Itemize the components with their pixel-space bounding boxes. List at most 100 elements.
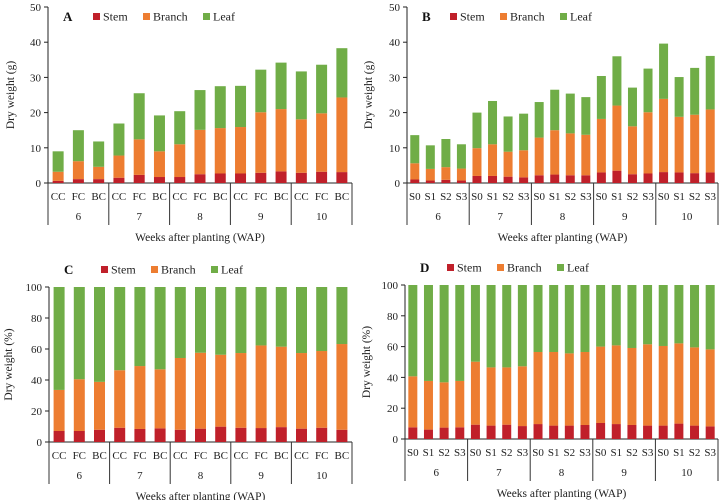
y-axis-title: Dry weight (g) [363, 61, 375, 130]
bar-segment-stem [441, 179, 451, 183]
bar-segment-branch [690, 114, 700, 174]
y-tick-label: 40 [30, 37, 42, 49]
x-subcategory-label: BC [92, 450, 107, 462]
x-subcategory-label: CC [51, 191, 66, 203]
bar-segment-branch [215, 354, 227, 427]
bar-segment-branch [154, 369, 166, 429]
bar-segment-leaf [565, 93, 575, 134]
bar-segment-stem [456, 180, 466, 183]
x-subcategory-label: S2 [438, 447, 450, 459]
bar-segment-stem [674, 172, 684, 183]
bar-segment-stem [705, 172, 715, 183]
bar-segment-stem [425, 180, 435, 183]
bar-segment-leaf [235, 287, 247, 354]
bar-segment-stem [674, 423, 684, 439]
bar-segment-leaf [72, 130, 84, 162]
bar-segment-branch [295, 119, 307, 173]
bar-segment-stem [611, 424, 621, 439]
x-axis-title: Weeks after planting (WAP) [135, 232, 265, 244]
bar-segment-branch [502, 367, 512, 425]
bar-segment-branch [705, 109, 715, 173]
bar-segment-leaf [470, 285, 480, 362]
x-subcategory-label: S3 [454, 447, 466, 459]
bar-segment-branch [455, 380, 465, 428]
bar-segment-branch [643, 344, 653, 426]
bar-segment-stem [73, 430, 85, 442]
bar-segment-stem [472, 175, 482, 183]
bar-segment-leaf [275, 62, 287, 110]
bar-segment-branch [235, 353, 247, 428]
x-subcategory-label: S3 [456, 191, 468, 203]
x-subcategory-label: S2 [502, 191, 514, 203]
bar-segment-leaf [113, 123, 125, 156]
bar-segment-leaf [255, 69, 267, 113]
x-subcategory-label: CC [233, 191, 248, 203]
bar-segment-stem [408, 427, 418, 439]
y-tick-label: 10 [30, 143, 42, 155]
x-subcategory-label: S3 [642, 191, 654, 203]
bar-segment-stem [534, 175, 544, 183]
x-subcategory-label: BC [152, 191, 167, 203]
x-group-label: 7 [137, 470, 143, 482]
legend-label-branch: Branch [153, 10, 188, 24]
x-subcategory-label: S3 [579, 447, 591, 459]
bar-segment-stem [659, 172, 669, 183]
bar-segment-branch [336, 344, 348, 430]
x-subcategory-label: FC [193, 191, 206, 203]
bar-segment-stem [502, 424, 512, 439]
legend-label-branch: Branch [161, 263, 196, 277]
bar-segment-leaf [174, 111, 186, 145]
bar-segment-leaf [580, 285, 590, 352]
panel-label: A [63, 9, 73, 24]
bar-segment-branch [674, 343, 684, 424]
legend-swatch-leaf [560, 13, 567, 20]
legend-label-leaf: Leaf [570, 10, 592, 24]
bar-segment-branch [441, 167, 451, 180]
bar-segment-leaf [534, 102, 544, 138]
bar-segment-leaf [425, 145, 435, 169]
y-tick-label: 50 [30, 2, 42, 14]
y-tick-label: 40 [387, 372, 399, 384]
bar-segment-branch [423, 380, 433, 430]
legend-label-stem: Stem [457, 261, 482, 275]
bar-segment-stem [658, 425, 668, 439]
x-subcategory-label: S2 [564, 447, 576, 459]
y-tick-label: 10 [389, 143, 401, 155]
bar-segment-stem [214, 173, 226, 183]
bar-segment-branch [275, 109, 287, 172]
x-group-label: 7 [136, 211, 142, 223]
bar-segment-leaf [275, 287, 287, 347]
bar-segment-leaf [705, 55, 715, 110]
bar-segment-stem [455, 427, 465, 439]
x-subcategory-label: S0 [657, 447, 669, 459]
bar-segment-stem [580, 424, 590, 439]
bar-segment-leaf [194, 90, 206, 130]
bar-segment-stem [194, 174, 206, 183]
bar-segment-stem [690, 173, 700, 183]
bar-segment-stem [174, 177, 186, 183]
bar-segment-branch [534, 137, 544, 176]
bar-segment-stem [93, 179, 105, 183]
x-subcategory-label: CC [112, 191, 127, 203]
y-tick-label: 20 [30, 108, 42, 120]
bar-segment-leaf [455, 285, 465, 381]
bar-segment-stem [235, 173, 247, 183]
x-subcategory-label: S1 [485, 447, 497, 459]
bar-segment-leaf [581, 97, 591, 135]
bar-segment-leaf [674, 77, 684, 117]
bar-segment-branch [336, 97, 348, 173]
x-subcategory-label: S1 [487, 191, 499, 203]
x-subcategory-label: S3 [642, 447, 654, 459]
y-tick-label: 40 [31, 375, 43, 387]
x-subcategory-label: FC [315, 191, 328, 203]
x-subcategory-label: S1 [423, 447, 435, 459]
bar-segment-branch [472, 148, 482, 176]
bar-segment-branch [296, 353, 307, 429]
bar-segment-branch [93, 166, 105, 180]
bar-segment-leaf [53, 287, 65, 390]
x-subcategory-label: S3 [704, 447, 716, 459]
bar-segment-branch [134, 366, 146, 429]
bar-segment-stem [423, 429, 433, 439]
legend-label-leaf: Leaf [213, 10, 235, 24]
bar-segment-stem [296, 428, 307, 442]
